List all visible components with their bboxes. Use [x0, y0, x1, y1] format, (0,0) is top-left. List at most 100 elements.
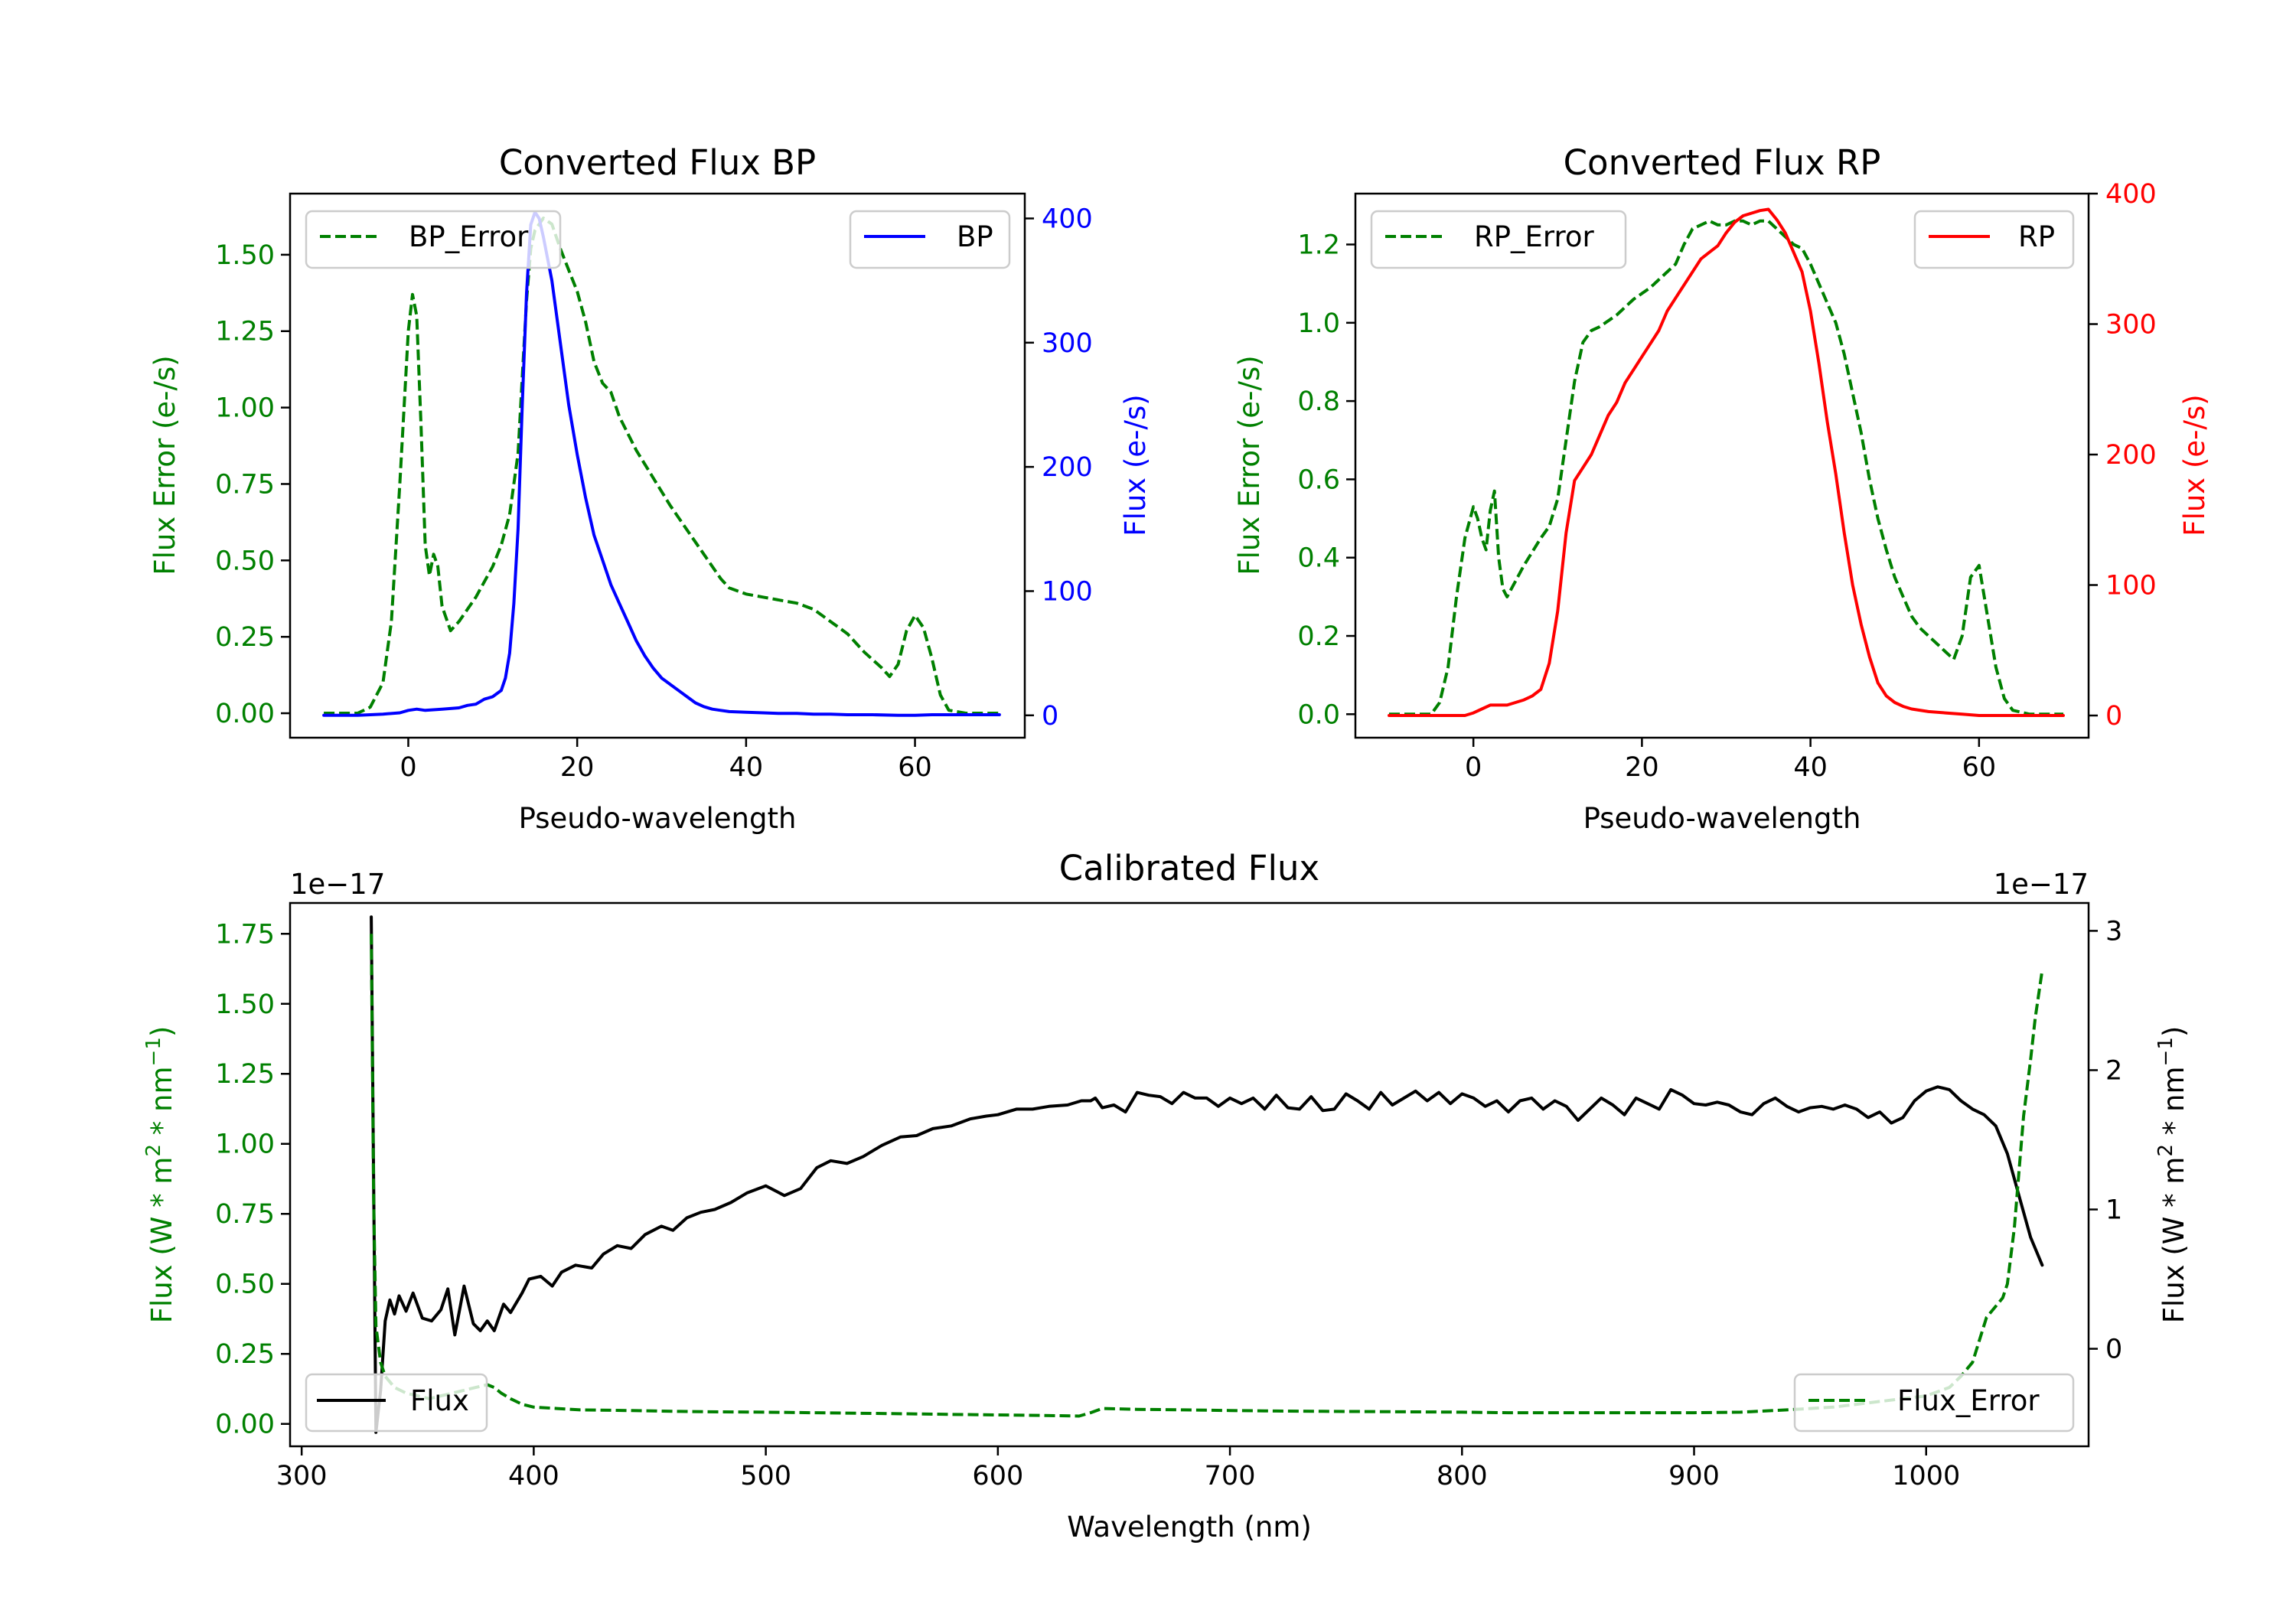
rp-left-tick-label: 0.4	[1297, 543, 1340, 574]
calibrated-left-tick-label: 0.25	[215, 1339, 275, 1370]
rp-right-tick-label: 400	[2105, 179, 2157, 210]
calibrated-x-tick-label: 400	[508, 1461, 559, 1491]
rp-plot-frame	[1354, 192, 2090, 739]
calibrated-x-axis-label: Wavelength (nm)	[1067, 1511, 1312, 1543]
rp-x-tick-label: 20	[1625, 752, 1659, 783]
bp-panel: Converted Flux BP 0 20 40 60 0.000.250.500.…	[148, 142, 1152, 835]
rp-x-axis-label: Pseudo-wavelength	[1583, 802, 1861, 835]
rp-series-rp	[1388, 207, 2065, 717]
rp-legend-error-box	[1370, 210, 1627, 269]
calibrated-x-tick-label: 800	[1437, 1461, 1488, 1491]
rp-right-tick-label: 200	[2105, 440, 2157, 471]
calibrated-x-axis: 300 400 500 600 700 800 900 1000	[276, 1446, 1960, 1491]
calibrated-legend-error-label: Flux_Error	[1897, 1384, 2040, 1417]
calibrated-left-axis-label-text: Flux (W * m	[145, 1157, 178, 1324]
calibrated-right-offset: 1e−17	[1994, 868, 2089, 901]
sup-2: 2	[2154, 1144, 2177, 1157]
bp-left-tick-label: 0.50	[215, 546, 275, 576]
bp-left-tick-label: 0.25	[215, 622, 275, 653]
bp-left-tick-label: 1.50	[215, 240, 275, 271]
bp-legend-flux-label: BP	[957, 220, 993, 253]
bp-x-tick-label: 0	[400, 752, 416, 783]
bp-right-tick-label: 200	[1042, 452, 1093, 483]
calibrated-left-tick-label: 1.00	[215, 1129, 275, 1160]
calibrated-left-tick-label: 0.00	[215, 1410, 275, 1440]
bp-right-tick-label: 400	[1042, 204, 1093, 234]
bp-legend-flux-box	[849, 210, 1011, 269]
bp-left-tick-label: 1.00	[215, 393, 275, 424]
rp-x-tick-label: 0	[1465, 752, 1482, 783]
bp-legend-error-label: BP_Error	[409, 220, 529, 253]
bp-right-axis: 0 100 200 300 400	[1025, 204, 1093, 732]
calibrated-left-axis: 0.00 0.25 0.50 0.75 1.00 1.25 1.50 1.75	[215, 919, 290, 1440]
calibrated-left-tick-label: 0.75	[215, 1199, 275, 1230]
rp-legend-flux-label: RP	[2018, 220, 2055, 253]
bp-right-tick-label: 100	[1042, 576, 1093, 607]
bp-right-tick-label: 0	[1042, 701, 1058, 732]
calibrated-right-tick-label: 2	[2105, 1055, 2122, 1086]
sup-2: 2	[142, 1144, 165, 1157]
calibrated-legend-flux: Flux	[305, 1373, 488, 1433]
rp-x-tick-label: 60	[1962, 752, 1997, 783]
bp-left-tick-label: 0.75	[215, 469, 275, 500]
calibrated-panel: Calibrated Flux 1e−17 1e−17 300 400 500 600…	[142, 848, 2190, 1543]
rp-left-tick-label: 0.2	[1297, 621, 1340, 652]
bp-left-tick-label: 0.00	[215, 699, 275, 729]
rp-right-tick-label: 0	[2105, 701, 2122, 732]
rp-x-tick-label: 40	[1793, 752, 1828, 783]
calibrated-left-tick-label: 1.75	[215, 919, 275, 950]
bp-series-bp-error	[324, 217, 1000, 715]
calibrated-right-axis: 0 1 2 3	[2089, 916, 2122, 1365]
calibrated-left-tick-label: 1.50	[215, 989, 275, 1020]
label-end: )	[2157, 1026, 2190, 1037]
sup-neg1: −1	[2154, 1037, 2177, 1066]
rp-series-layer	[1388, 207, 2065, 717]
calibrated-left-offset: 1e−17	[290, 868, 385, 901]
calibrated-legend-error: Flux_Error	[1793, 1373, 2075, 1433]
bp-right-tick-label: 300	[1042, 328, 1093, 359]
rp-title: Converted Flux RP	[1564, 142, 1881, 183]
bp-x-axis: 0 20 40 60	[400, 738, 932, 783]
calibrated-title: Calibrated Flux	[1059, 848, 1319, 888]
rp-right-axis-label: Flux (e-/s)	[2178, 394, 2211, 536]
calibrated-right-tick-label: 1	[2105, 1195, 2122, 1226]
calibrated-left-tick-label: 0.50	[215, 1270, 275, 1300]
rp-legend-flux: RP	[1913, 210, 2075, 269]
bp-right-axis-label: Flux (e-/s)	[1119, 394, 1152, 536]
label-mid: * nm	[2157, 1066, 2190, 1144]
calibrated-series-flux-error	[370, 934, 2044, 1418]
calibrated-x-tick-label: 900	[1668, 1461, 1720, 1491]
bp-left-tick-label: 1.25	[215, 317, 275, 347]
rp-left-tick-label: 0.8	[1297, 386, 1340, 417]
bp-x-axis-label: Pseudo-wavelength	[519, 802, 797, 835]
bp-title: Converted Flux BP	[499, 142, 816, 183]
rp-left-tick-label: 1.0	[1297, 308, 1340, 339]
calibrated-legend-error-box	[1793, 1373, 2075, 1433]
calibrated-right-axis-label: Flux (W * m2 * nm−1)	[2154, 1026, 2190, 1324]
rp-right-tick-label: 100	[2105, 571, 2157, 601]
rp-x-axis: 0 20 40 60	[1465, 738, 1996, 783]
rp-panel: Converted Flux RP 0 20 40 60 0.00.20.40.60.…	[1233, 142, 2211, 835]
rp-series-rp-error	[1389, 219, 2063, 716]
sup-neg1: −1	[142, 1037, 165, 1066]
label-end: )	[145, 1026, 178, 1037]
rp-left-axis: 0.0 0.2 0.4 0.6 0.8 1.0 1.2	[1297, 230, 1355, 730]
calibrated-x-tick-label: 500	[740, 1461, 791, 1491]
rp-left-axis-label: Flux Error (e-/s)	[1233, 355, 1266, 575]
bp-series-layer	[322, 210, 1001, 717]
bp-left-axis: 0.00 0.25 0.50 0.75 1.00 1.25 1.50	[215, 240, 290, 729]
calibrated-legend-flux-box	[305, 1373, 488, 1433]
rp-right-axis: 0 100 200 300 400	[2089, 179, 2157, 732]
bp-x-tick-label: 60	[898, 752, 932, 783]
calibrated-x-tick-label: 1000	[1892, 1461, 1960, 1491]
calibrated-series-flux	[370, 915, 2044, 1434]
bp-legend-error-box	[305, 210, 562, 269]
rp-legend-flux-box	[1913, 210, 2075, 269]
calibrated-right-axis-label-text: Flux (W * m	[2157, 1157, 2190, 1324]
calibrated-right-tick-label: 0	[2105, 1335, 2122, 1365]
bp-left-axis-label: Flux Error (e-/s)	[148, 355, 181, 575]
rp-legend-error-label: RP_Error	[1474, 220, 1594, 253]
calibrated-left-axis-label: Flux (W * m2 * nm−1)	[142, 1026, 178, 1324]
rp-left-tick-label: 0.6	[1297, 464, 1340, 495]
